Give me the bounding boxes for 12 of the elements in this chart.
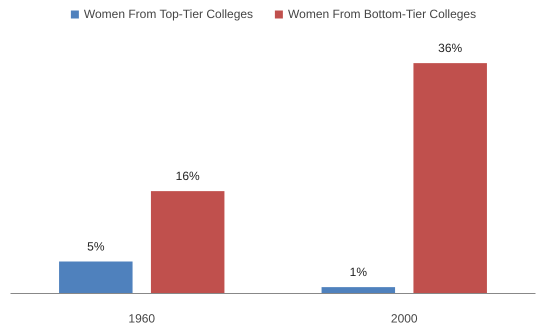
bar — [150, 191, 224, 294]
data-label: 16% — [176, 169, 200, 184]
data-label: 1% — [350, 265, 368, 280]
legend-label: Women From Bottom-Tier Colleges — [288, 7, 476, 21]
legend-label: Women From Top-Tier Colleges — [84, 7, 254, 21]
x-tick-label: 1960 — [128, 312, 156, 326]
data-label: 5% — [87, 240, 105, 254]
data-label: 36% — [438, 41, 463, 56]
bar — [59, 262, 133, 294]
bar — [322, 287, 396, 294]
bar — [413, 63, 487, 294]
x-tick-label: 2000 — [390, 312, 418, 326]
